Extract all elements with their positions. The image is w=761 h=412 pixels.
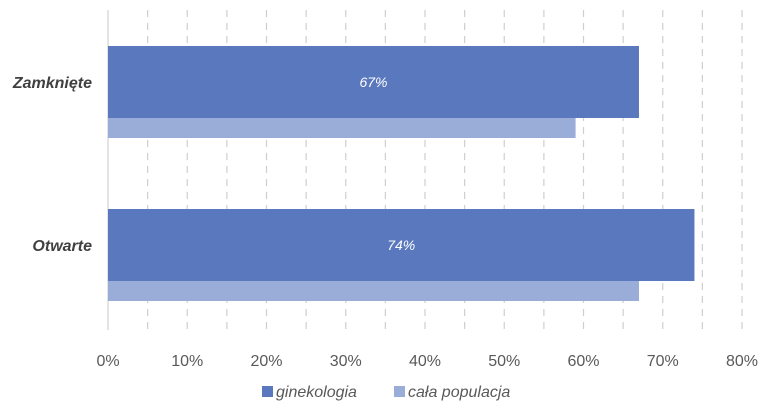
legend-swatch xyxy=(262,386,273,397)
legend-label: cała populacja xyxy=(408,384,510,401)
x-tick-label: 40% xyxy=(409,353,441,370)
x-tick-label: 70% xyxy=(647,353,679,370)
bar-cała-populacja xyxy=(108,118,576,138)
x-tick-label: 20% xyxy=(250,353,282,370)
bar-ginekologia xyxy=(108,209,695,281)
bar-cała-populacja xyxy=(108,281,639,301)
x-tick-label: 60% xyxy=(567,353,599,370)
x-tick-label: 80% xyxy=(726,353,758,370)
bar-ginekologia xyxy=(108,46,639,118)
data-label: 74% xyxy=(387,237,415,253)
x-tick-label: 0% xyxy=(96,353,119,370)
category-label: Otwarte xyxy=(32,238,92,255)
x-tick-label: 30% xyxy=(330,353,362,370)
legend-label: ginekologia xyxy=(276,384,357,401)
x-tick-label: 10% xyxy=(171,353,203,370)
category-label: Zamknięte xyxy=(12,75,92,92)
labels: 67% Zamknięte 74% Otwarte xyxy=(12,74,415,255)
x-axis: 0% 10% 20% 30% 40% 50% 60% 70% 80% xyxy=(96,353,758,370)
x-tick-label: 50% xyxy=(488,353,520,370)
legend: ginekologia cała populacja xyxy=(262,384,510,401)
legend-swatch xyxy=(394,386,405,397)
bars xyxy=(108,46,695,301)
data-label: 67% xyxy=(359,74,387,90)
